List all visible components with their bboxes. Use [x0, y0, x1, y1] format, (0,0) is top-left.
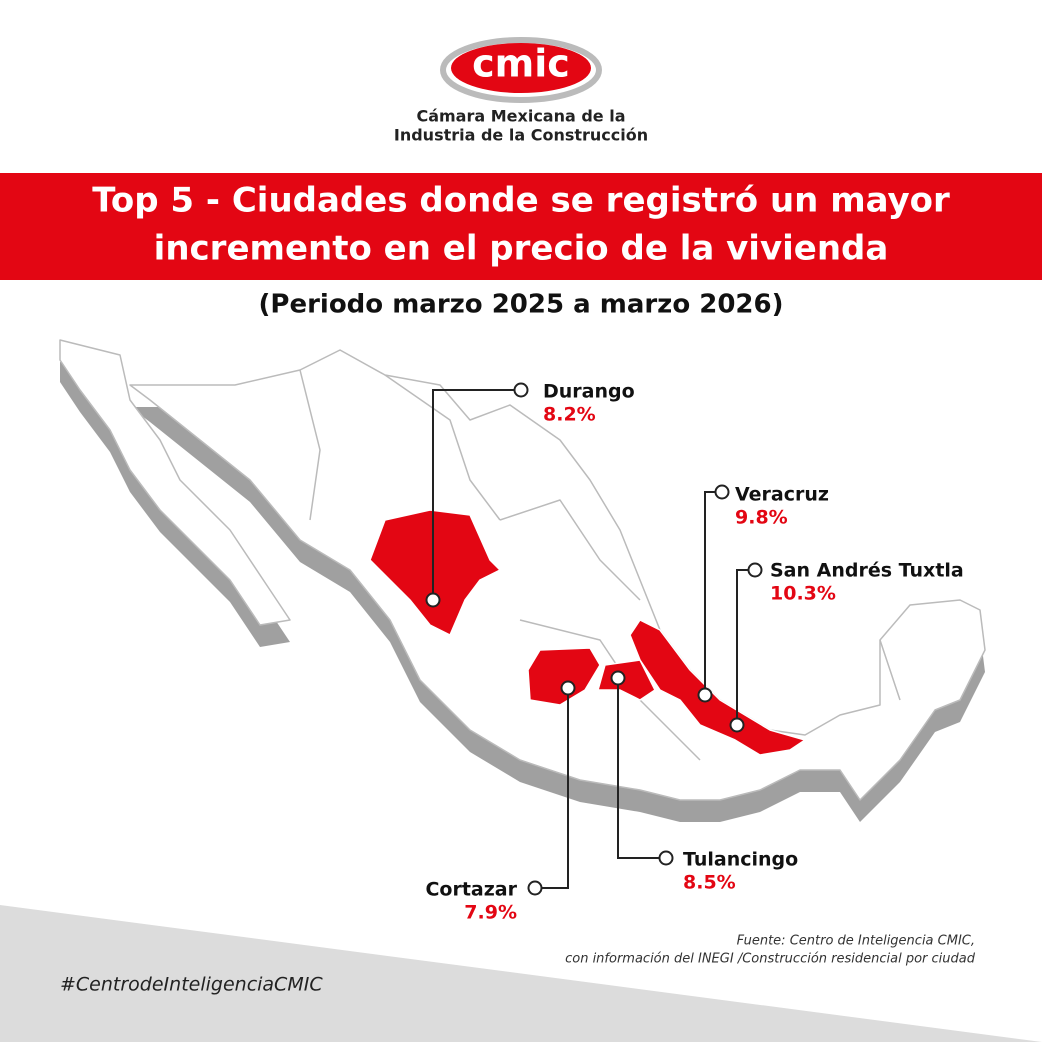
title: Top 5 - Ciudades donde se registró un ma… [92, 181, 950, 221]
city-value: 8.5% [683, 872, 736, 894]
end-marker [714, 484, 730, 500]
map-land [59, 339, 986, 801]
logo-ring [440, 37, 602, 103]
city-marker [560, 680, 576, 696]
city-value: 7.9% [464, 902, 517, 924]
city-marker [697, 687, 713, 703]
source: Fuente: Centro de Inteligencia CMIC, [737, 934, 975, 949]
end-marker [658, 850, 674, 866]
subtitle: (Periodo marzo 2025 a marzo 2026) [259, 290, 784, 320]
city-name: San Andrés Tuxtla [770, 560, 964, 582]
title: incremento en el precio de la vivienda [154, 229, 889, 269]
city-value: 8.2% [543, 404, 596, 426]
hashtag: #CentrodeInteligenciaCMIC [60, 974, 323, 996]
city-marker [610, 670, 626, 686]
city-name: Veracruz [735, 484, 829, 506]
end-marker [747, 562, 763, 578]
end-marker [527, 880, 543, 896]
city-marker [729, 717, 745, 733]
map [59, 339, 986, 822]
logo-oval [451, 43, 591, 93]
footer-band [0, 905, 1042, 1042]
city-marker [425, 592, 441, 608]
end-marker [513, 382, 529, 398]
leader-line [736, 569, 748, 725]
city-name: Tulancingo [683, 849, 798, 871]
city-value: 9.8% [735, 507, 788, 529]
title-band [0, 173, 1042, 280]
org-name: Industria de la Construcción [394, 126, 648, 145]
city-name: Cortazar [425, 879, 517, 901]
leader-line [542, 688, 569, 889]
city-name: Durango [543, 381, 635, 403]
leader-line [432, 389, 514, 600]
highlighted-region [369, 509, 806, 756]
source: con información del INEGI /Construcción … [565, 952, 976, 967]
logo-text: cmic [472, 42, 570, 86]
leader-line [704, 491, 715, 695]
leader-line [617, 678, 659, 859]
org-name: Cámara Mexicana de la [416, 107, 625, 126]
city-value: 10.3% [770, 583, 836, 605]
